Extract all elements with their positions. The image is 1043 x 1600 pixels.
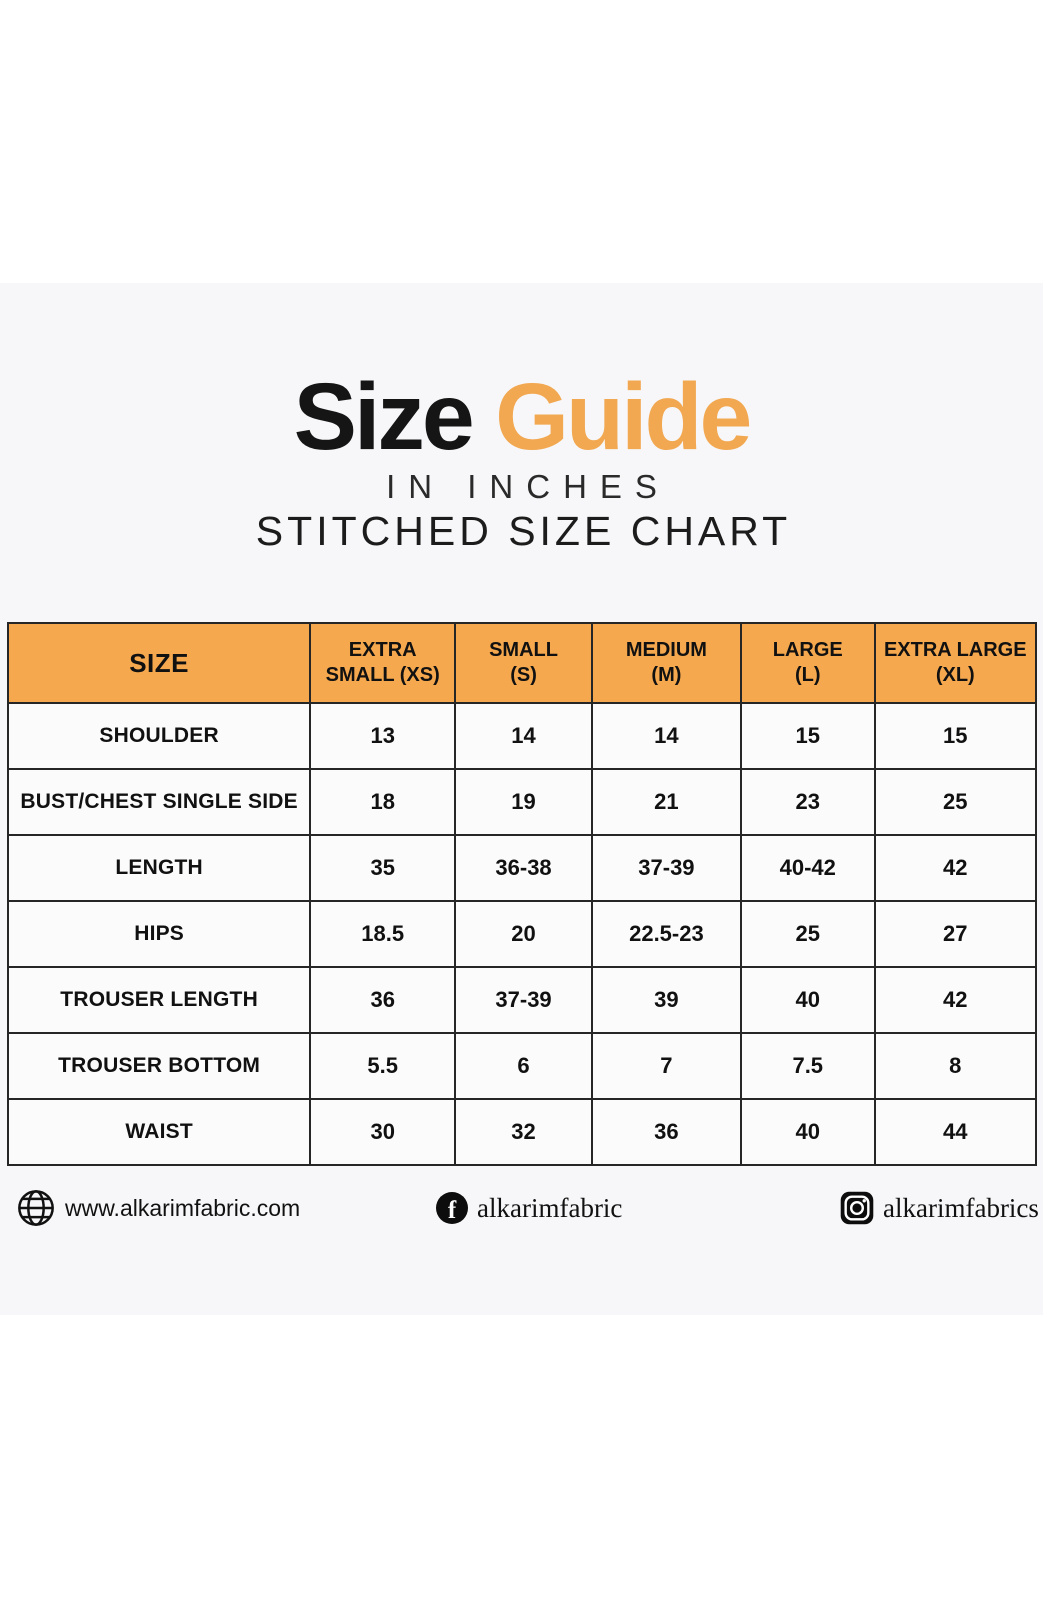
- row-value: 7.5: [739, 1032, 876, 1100]
- row-value: 20: [454, 900, 593, 968]
- row-label: TROUSER BOTTOM: [6, 1032, 312, 1100]
- row-value: 42: [873, 834, 1038, 902]
- row-value: 19: [454, 768, 593, 836]
- row-value: 22.5-23: [590, 900, 742, 968]
- row-value: 8: [873, 1032, 1038, 1100]
- row-value: 7: [590, 1032, 742, 1100]
- row-value: 40: [739, 1098, 876, 1166]
- row-value: 37-39: [590, 834, 742, 902]
- row-value: 23: [739, 768, 876, 836]
- row-label: SHOULDER: [6, 702, 312, 770]
- header-cell: SMALL (S): [454, 622, 593, 704]
- row-value: 40: [739, 966, 876, 1034]
- row-value: 32: [454, 1098, 593, 1166]
- subtitle-in-inches: IN INCHES: [386, 468, 670, 505]
- table-row: TROUSER BOTTOM 5.5 6 7 7.5 8: [6, 1032, 1038, 1100]
- table-row: WAIST 30 32 36 40 44: [6, 1098, 1038, 1166]
- row-value: 14: [590, 702, 742, 770]
- facebook-icon: f: [436, 1192, 468, 1224]
- row-value: 36: [590, 1098, 742, 1166]
- page-title: Size Guide: [0, 370, 1043, 465]
- row-value: 18: [309, 768, 457, 836]
- row-value: 44: [873, 1098, 1038, 1166]
- row-label: LENGTH: [6, 834, 312, 902]
- facebook-handle[interactable]: alkarimfabric: [477, 1192, 623, 1223]
- row-value: 25: [873, 768, 1038, 836]
- title-word-orange: Guide: [495, 364, 752, 470]
- row-value: 30: [309, 1098, 457, 1166]
- row-label: WAIST: [6, 1098, 312, 1166]
- header-cell-size: SIZE: [6, 622, 312, 704]
- footer-website[interactable]: www.alkarimfabric.com: [16, 1186, 300, 1230]
- row-value: 21: [590, 768, 742, 836]
- row-value: 15: [873, 702, 1038, 770]
- row-value: 18.5: [309, 900, 457, 968]
- row-value: 14: [454, 702, 593, 770]
- row-value: 39: [590, 966, 742, 1034]
- row-label: TROUSER LENGTH: [6, 966, 312, 1034]
- size-chart-table: SIZE EXTRA SMALL (XS) SMALL (S) MEDIUM (M) LARG…: [6, 622, 1038, 1166]
- website-url[interactable]: www.alkarimfabric.com: [65, 1194, 301, 1221]
- header-cell: MEDIUM (M): [590, 622, 742, 704]
- instagram-handle[interactable]: alkarimfabrics: [883, 1192, 1039, 1223]
- row-value: 13: [309, 702, 457, 770]
- table-row: TROUSER LENGTH 36 37-39 39 40 42: [6, 966, 1038, 1034]
- title-word-black: Size: [293, 364, 475, 470]
- footer-facebook[interactable]: f alkarimfabric: [436, 1186, 622, 1230]
- header-cell: LARGE (L): [739, 622, 876, 704]
- row-value: 15: [739, 702, 876, 770]
- row-value: 5.5: [309, 1032, 457, 1100]
- row-value: 35: [309, 834, 457, 902]
- footer-instagram[interactable]: alkarimfabrics: [840, 1186, 1039, 1230]
- row-value: 42: [873, 966, 1038, 1034]
- table-row: BUST/CHEST SINGLE SIDE 18 19 21 23 25: [6, 768, 1038, 836]
- row-label: HIPS: [6, 900, 312, 968]
- header-cell: EXTRA SMALL (XS): [309, 622, 457, 704]
- header-cell: EXTRA LARGE (XL): [873, 622, 1038, 704]
- table-header-row: SIZE EXTRA SMALL (XS) SMALL (S) MEDIUM (M) LARG…: [6, 622, 1038, 704]
- row-value: 6: [454, 1032, 593, 1100]
- row-value: 36: [309, 966, 457, 1034]
- globe-icon: [16, 1188, 56, 1228]
- table-row: LENGTH 35 36-38 37-39 40-42 42: [6, 834, 1038, 902]
- row-value: 25: [739, 900, 876, 968]
- instagram-icon: [840, 1191, 874, 1225]
- row-value: 40-42: [739, 834, 876, 902]
- row-label: BUST/CHEST SINGLE SIDE: [6, 768, 312, 836]
- table-row: HIPS 18.5 20 22.5-23 25 27: [6, 900, 1038, 968]
- subtitle-stitched-size-chart: STITCHED SIZE CHART: [255, 508, 792, 554]
- row-value: 37-39: [454, 966, 593, 1034]
- row-value: 27: [873, 900, 1038, 968]
- row-value: 36-38: [454, 834, 593, 902]
- table-row: SHOULDER 13 14 14 15 15: [6, 702, 1038, 770]
